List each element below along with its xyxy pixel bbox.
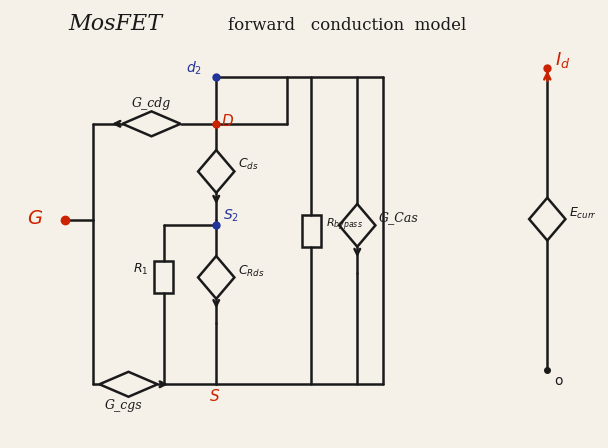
Text: $d_2$: $d_2$ — [186, 60, 202, 77]
Text: $C_{Rds}$: $C_{Rds}$ — [238, 264, 264, 279]
Text: G_cgs: G_cgs — [105, 399, 142, 412]
Text: $C_{ds}$: $C_{ds}$ — [238, 157, 258, 172]
Text: forward   conduction  model: forward conduction model — [229, 17, 466, 34]
Text: S: S — [210, 389, 220, 404]
Text: D: D — [222, 115, 233, 129]
Text: MosFET: MosFET — [68, 13, 162, 35]
Text: G_Cas: G_Cas — [379, 211, 419, 224]
Text: $S_2$: $S_2$ — [223, 208, 239, 224]
Text: G: G — [27, 209, 43, 228]
Text: $R_1$: $R_1$ — [133, 262, 149, 277]
Text: $R_{bypass}$: $R_{bypass}$ — [326, 216, 363, 233]
Text: $I_d$: $I_d$ — [554, 50, 570, 69]
Text: G_cdg: G_cdg — [132, 97, 171, 110]
Text: $E_{curr}$: $E_{curr}$ — [569, 206, 597, 221]
Text: o: o — [554, 374, 563, 388]
